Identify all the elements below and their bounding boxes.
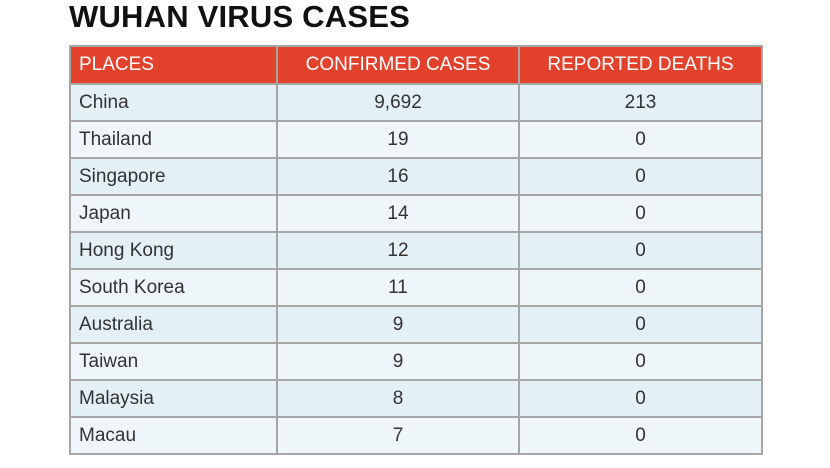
place-cell: Australia	[69, 305, 278, 344]
confirmed-cases-cell: 14	[276, 194, 520, 233]
table-row: Singapore 16 0	[69, 157, 763, 196]
place-cell: Japan	[69, 194, 278, 233]
confirmed-cases-cell: 7	[276, 416, 520, 455]
table-body: China 9,692 213 Thailand 19 0 Singapore …	[69, 83, 763, 455]
place-cell: South Korea	[69, 268, 278, 307]
reported-deaths-cell: 0	[518, 379, 763, 418]
confirmed-cases-cell: 9,692	[276, 83, 520, 122]
place-cell: Thailand	[69, 120, 278, 159]
table-row: Thailand 19 0	[69, 120, 763, 159]
table-row: Australia 9 0	[69, 305, 763, 344]
confirmed-cases-cell: 12	[276, 231, 520, 270]
confirmed-cases-cell: 19	[276, 120, 520, 159]
table-row: China 9,692 213	[69, 83, 763, 122]
confirmed-cases-cell: 8	[276, 379, 520, 418]
header-row: PLACES CONFIRMED CASES REPORTED DEATHS	[69, 45, 763, 85]
place-cell: Macau	[69, 416, 278, 455]
reported-deaths-cell: 0	[518, 305, 763, 344]
reported-deaths-cell: 0	[518, 194, 763, 233]
table-row: Taiwan 9 0	[69, 342, 763, 381]
reported-deaths-cell: 0	[518, 416, 763, 455]
reported-deaths-cell: 0	[518, 120, 763, 159]
reported-deaths-cell: 0	[518, 157, 763, 196]
place-cell: China	[69, 83, 278, 122]
header-reported-deaths: REPORTED DEATHS	[518, 45, 763, 85]
confirmed-cases-cell: 9	[276, 342, 520, 381]
table-row: Macau 7 0	[69, 416, 763, 455]
table-row: Malaysia 8 0	[69, 379, 763, 418]
confirmed-cases-cell: 16	[276, 157, 520, 196]
header-places: PLACES	[69, 45, 278, 85]
confirmed-cases-cell: 11	[276, 268, 520, 307]
reported-deaths-cell: 0	[518, 342, 763, 381]
page-title: WUHAN VIRUS CASES	[69, 0, 410, 34]
table-row: Japan 14 0	[69, 194, 763, 233]
table-row: South Korea 11 0	[69, 268, 763, 307]
place-cell: Taiwan	[69, 342, 278, 381]
place-cell: Hong Kong	[69, 231, 278, 270]
confirmed-cases-cell: 9	[276, 305, 520, 344]
cases-table: PLACES CONFIRMED CASES REPORTED DEATHS C…	[69, 45, 763, 455]
reported-deaths-cell: 0	[518, 268, 763, 307]
reported-deaths-cell: 0	[518, 231, 763, 270]
table-row: Hong Kong 12 0	[69, 231, 763, 270]
reported-deaths-cell: 213	[518, 83, 763, 122]
header-confirmed-cases: CONFIRMED CASES	[276, 45, 520, 85]
place-cell: Malaysia	[69, 379, 278, 418]
table-header: PLACES CONFIRMED CASES REPORTED DEATHS	[69, 45, 763, 85]
place-cell: Singapore	[69, 157, 278, 196]
